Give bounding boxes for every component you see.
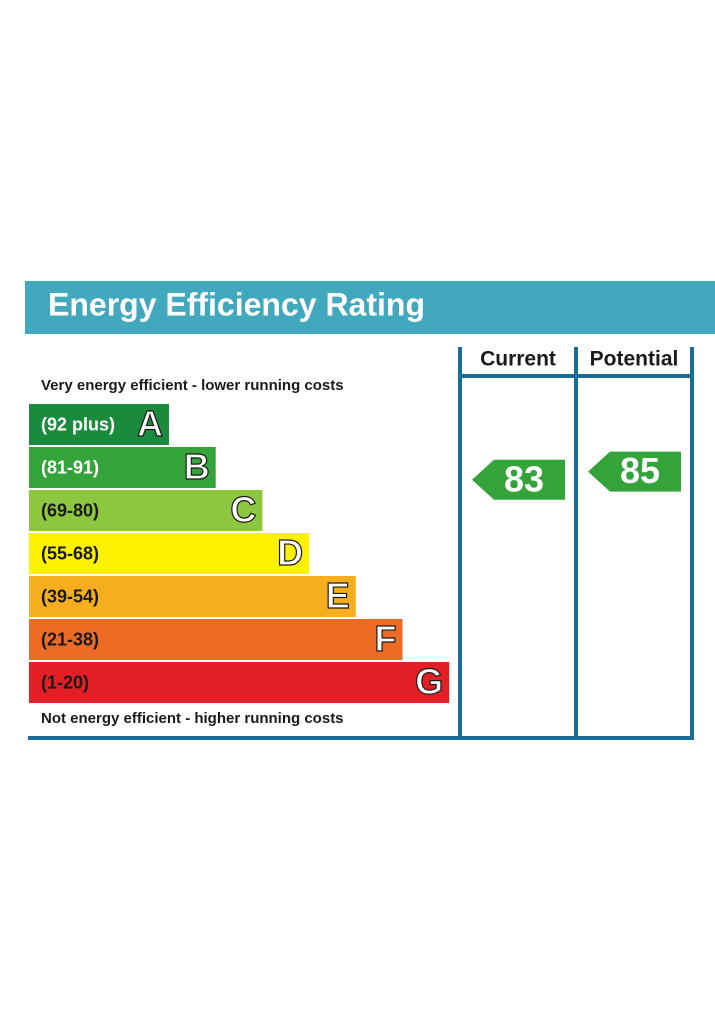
band-letter: E (326, 575, 350, 616)
band-range: (92 plus) (41, 414, 115, 434)
band-range: (81-91) (41, 457, 99, 477)
band-range: (39-54) (41, 586, 99, 606)
band (29, 576, 356, 617)
band (29, 404, 169, 445)
band-range: (55-68) (41, 543, 99, 563)
chart-title: Energy Efficiency Rating (48, 286, 425, 322)
band (29, 533, 310, 574)
frame (28, 347, 694, 740)
rating-arrow (588, 451, 681, 492)
band-range: (21-38) (41, 629, 99, 649)
band-letter: B (184, 446, 210, 487)
band-range: (69-80) (41, 500, 99, 520)
band (29, 662, 450, 703)
column-header: Potential (590, 348, 679, 371)
band-range: (1-20) (41, 672, 89, 692)
band-letter: F (375, 618, 397, 659)
band-letter: D (277, 532, 303, 573)
band-letter: C (230, 489, 256, 530)
column-header: Current (480, 348, 556, 371)
band-letter: G (415, 661, 443, 702)
rating-arrow (472, 459, 565, 500)
band (29, 490, 263, 531)
header-bar (25, 281, 715, 334)
rating-value: 85 (620, 450, 660, 491)
rating-value: 83 (504, 458, 544, 499)
band (29, 619, 403, 660)
top-note: Very energy efficient - lower running co… (41, 377, 344, 394)
band (29, 447, 216, 488)
bottom-note: Not energy efficient - higher running co… (41, 710, 344, 727)
band-letter: A (137, 403, 163, 444)
